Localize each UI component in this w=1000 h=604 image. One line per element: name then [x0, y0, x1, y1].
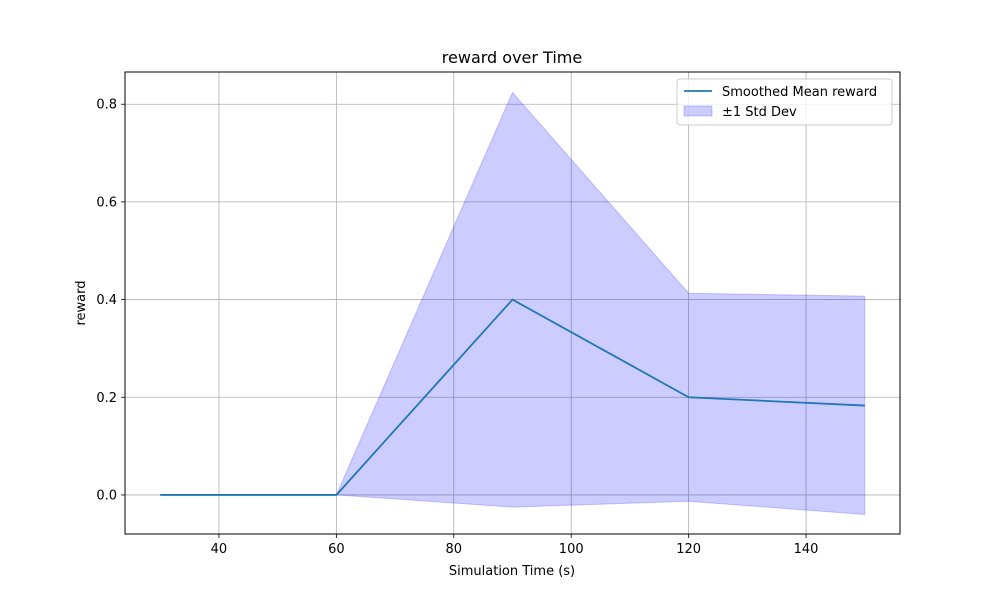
std-band-layer [160, 91, 866, 516]
y-tick-label: 0.8 [96, 98, 117, 113]
legend: Smoothed Mean reward ±1 Std Dev [676, 78, 893, 126]
axis-ticks: 40 60 80 100 120 140 0.0 0.2 0.4 0.6 0.8 [96, 98, 818, 557]
x-tick-label: 140 [794, 542, 819, 557]
y-tick-label: 0.6 [96, 195, 117, 210]
legend-box [676, 78, 893, 126]
y-tick-label: 0.2 [96, 391, 117, 406]
legend-label-mean: Smoothed Mean reward [722, 85, 877, 100]
legend-band-swatch [683, 105, 713, 117]
legend-label-band: ±1 Std Dev [722, 105, 797, 120]
x-tick-label: 100 [559, 542, 584, 557]
chart-title: reward over Time [442, 48, 582, 67]
y-tick-label: 0.4 [96, 293, 117, 308]
x-tick-label: 120 [676, 542, 701, 557]
plot-frame [124, 71, 901, 535]
std-dev-band [160, 91, 866, 516]
mean-line-layer [160, 298, 865, 496]
x-tick-label: 40 [211, 542, 228, 557]
x-tick-label: 80 [446, 542, 463, 557]
x-tick-label: 60 [328, 542, 345, 557]
x-axis-label: Simulation Time (s) [449, 564, 575, 579]
mean-reward-line [160, 298, 865, 496]
y-axis-label: reward [74, 280, 89, 325]
y-tick-label: 0.0 [96, 488, 117, 503]
